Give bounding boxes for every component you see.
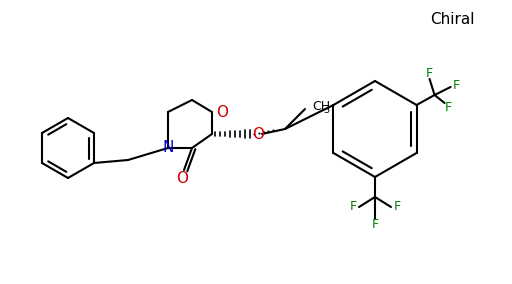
Text: F: F xyxy=(349,201,356,214)
Text: Chiral: Chiral xyxy=(430,11,475,26)
Text: F: F xyxy=(453,78,460,91)
Text: O: O xyxy=(216,105,228,120)
Text: F: F xyxy=(426,66,433,80)
Text: F: F xyxy=(393,201,400,214)
Text: CH: CH xyxy=(312,99,330,112)
Text: 3: 3 xyxy=(323,105,329,115)
Text: O: O xyxy=(252,126,264,141)
Text: O: O xyxy=(176,170,188,185)
Text: F: F xyxy=(371,218,378,231)
Text: N: N xyxy=(162,139,174,154)
Text: F: F xyxy=(445,101,452,114)
